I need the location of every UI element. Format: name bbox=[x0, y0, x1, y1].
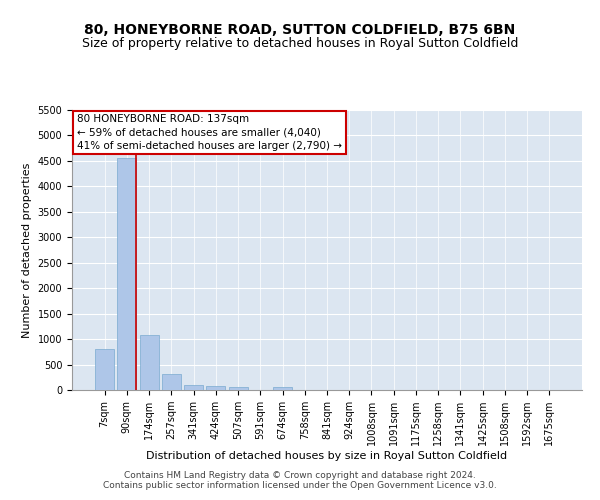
Bar bbox=[140, 335, 158, 390]
Bar bbox=[184, 385, 203, 390]
Bar bbox=[118, 158, 136, 390]
Text: 80, HONEYBORNE ROAD, SUTTON COLDFIELD, B75 6BN: 80, HONEYBORNE ROAD, SUTTON COLDFIELD, B… bbox=[85, 22, 515, 36]
Bar bbox=[162, 374, 181, 390]
Text: Contains HM Land Registry data © Crown copyright and database right 2024.
Contai: Contains HM Land Registry data © Crown c… bbox=[103, 470, 497, 490]
Bar bbox=[206, 386, 225, 390]
Bar bbox=[229, 388, 248, 390]
Bar bbox=[95, 350, 114, 390]
Text: Size of property relative to detached houses in Royal Sutton Coldfield: Size of property relative to detached ho… bbox=[82, 38, 518, 51]
Y-axis label: Number of detached properties: Number of detached properties bbox=[22, 162, 32, 338]
X-axis label: Distribution of detached houses by size in Royal Sutton Coldfield: Distribution of detached houses by size … bbox=[146, 451, 508, 461]
Text: 80 HONEYBORNE ROAD: 137sqm
← 59% of detached houses are smaller (4,040)
41% of s: 80 HONEYBORNE ROAD: 137sqm ← 59% of deta… bbox=[77, 114, 342, 150]
Bar bbox=[273, 388, 292, 390]
